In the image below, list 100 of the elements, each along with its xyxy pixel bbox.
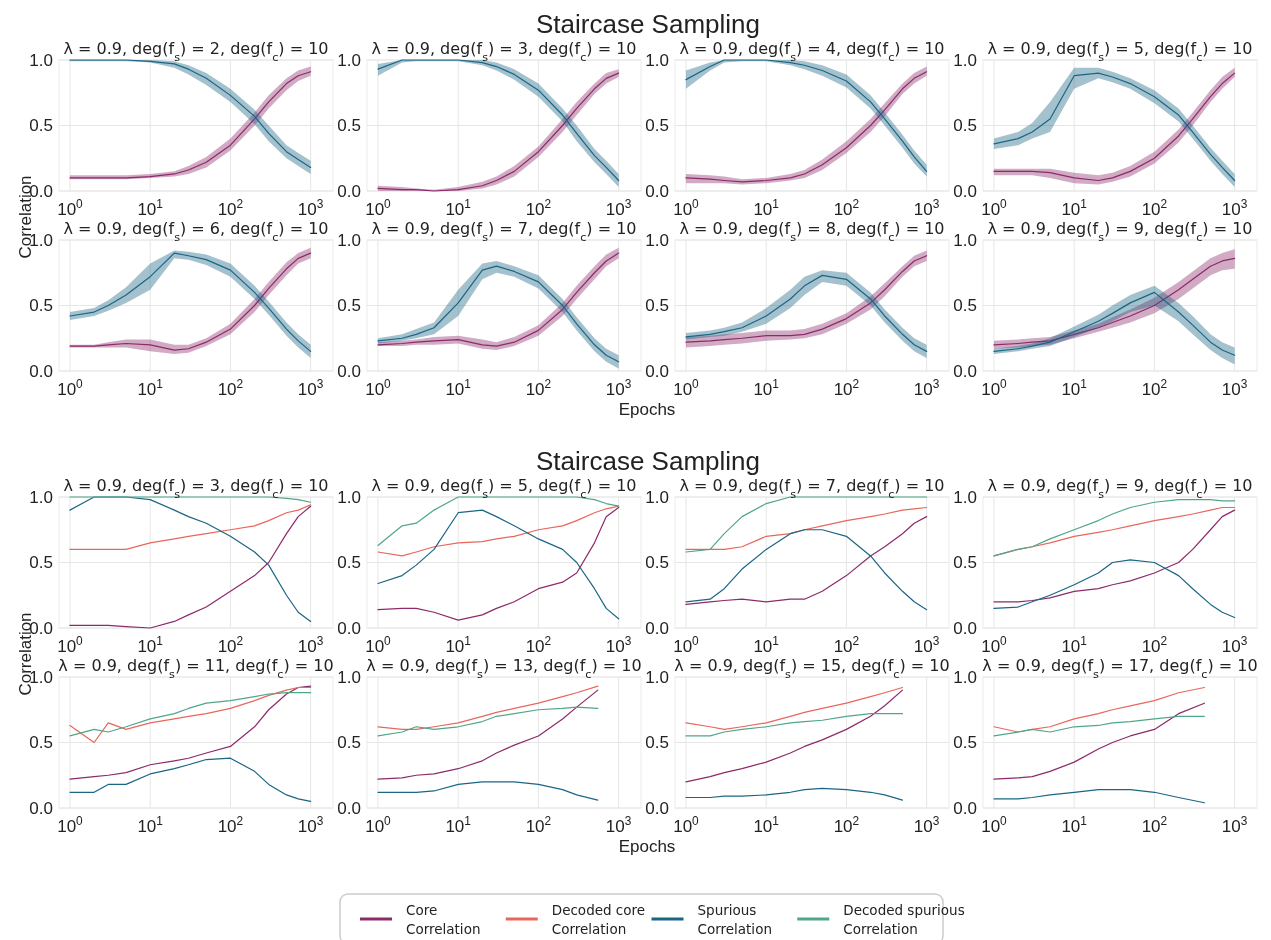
x-tick-label: 10$^{2}$ (1141, 377, 1168, 399)
y-tick-label: 0.0 (337, 181, 361, 201)
x-tick-label: 10$^{2}$ (525, 634, 552, 656)
x-tick-label: 10$^{3}$ (297, 197, 324, 219)
x-tick-label: 10$^{2}$ (217, 377, 244, 399)
x-tick-label: 10$^{0}$ (57, 814, 84, 836)
x-tick-label: 10$^{0}$ (673, 814, 700, 836)
y-tick-label: 0.5 (645, 553, 669, 573)
y-tick-label: 1.0 (645, 230, 669, 250)
x-tick-label: 10$^{1}$ (445, 197, 472, 219)
y-tick-label: 1.0 (337, 230, 361, 250)
y-tick-label: 0.0 (953, 181, 977, 201)
y-tick-label: 0.5 (953, 553, 977, 573)
chart-title: λ = 0.9, deg(f$_{s}$) = 9, deg(f$_{c}$) = 10 (987, 219, 1253, 244)
x-tick-label: 10$^{1}$ (137, 814, 164, 836)
y-tick-label: 1.0 (29, 50, 53, 70)
x-tick-label: 10$^{0}$ (365, 197, 392, 219)
x-tick-label: 10$^{2}$ (833, 197, 860, 219)
x-tick-label: 10$^{3}$ (1221, 377, 1248, 399)
x-tick-label: 10$^{3}$ (1221, 634, 1248, 656)
x-tick-label: 10$^{1}$ (753, 377, 780, 399)
x-tick-label: 10$^{1}$ (1061, 197, 1088, 219)
x-tick-label: 10$^{1}$ (445, 377, 472, 399)
y-tick-label: 0.0 (645, 181, 669, 201)
legend-label: Decoded spurious Correlation (843, 902, 965, 937)
y-tick-label: 0.5 (29, 553, 53, 573)
y-tick-label: 0.0 (29, 798, 53, 818)
x-tick-label: 10$^{0}$ (981, 634, 1008, 656)
y-tick-label: 0.5 (645, 116, 669, 136)
y-tick-label: 0.0 (645, 361, 669, 381)
text: Staircase Sampling (536, 9, 760, 39)
x-tick-label: 10$^{0}$ (981, 377, 1008, 399)
y-tick-label: 0.0 (337, 618, 361, 638)
x-tick-label: 10$^{0}$ (365, 634, 392, 656)
x-tick-label: 10$^{3}$ (605, 634, 632, 656)
x-tick-label: 10$^{3}$ (913, 377, 940, 399)
legend-label: Core Correlation (406, 902, 481, 937)
y-tick-label: 1.0 (337, 667, 361, 687)
x-tick-label: 10$^{1}$ (1061, 814, 1088, 836)
x-tick-label: 10$^{2}$ (217, 634, 244, 656)
y-tick-label: 0.0 (953, 361, 977, 381)
x-tick-label: 10$^{2}$ (217, 197, 244, 219)
x-tick-label: 10$^{2}$ (217, 814, 244, 836)
x-tick-label: 10$^{2}$ (525, 814, 552, 836)
y-tick-label: 0.5 (645, 296, 669, 316)
y-tick-label: 0.0 (337, 361, 361, 381)
y-tick-label: 1.0 (29, 487, 53, 507)
x-tick-label: 10$^{0}$ (57, 197, 84, 219)
x-tick-label: 10$^{1}$ (753, 634, 780, 656)
x-tick-label: 10$^{3}$ (297, 634, 324, 656)
legend-label: Decoded core Correlation (551, 902, 646, 937)
x-tick-label: 10$^{1}$ (137, 197, 164, 219)
x-tick-label: 10$^{3}$ (605, 814, 632, 836)
chart-title: λ = 0.9, deg(f$_{s}$) = 7, deg(f$_{c}$) = 10 (679, 476, 945, 501)
y-tick-label: 0.0 (953, 618, 977, 638)
x-axis-title: Epochs (618, 400, 676, 419)
x-tick-label: 10$^{0}$ (673, 377, 700, 399)
x-tick-label: 10$^{2}$ (1141, 634, 1168, 656)
y-tick-label: 0.5 (29, 116, 53, 136)
x-tick-label: 10$^{3}$ (297, 814, 324, 836)
y-tick-label: 1.0 (953, 487, 977, 507)
chart-title: λ = 0.9, deg(f$_{s}$) = 5, deg(f$_{c}$) = 10 (371, 476, 637, 501)
chart-title: λ = 0.9, deg(f$_{s}$) = 9, deg(f$_{c}$) = 10 (987, 476, 1253, 501)
x-tick-label: 10$^{2}$ (833, 634, 860, 656)
x-tick-label: 10$^{1}$ (445, 814, 472, 836)
x-tick-label: 10$^{0}$ (365, 377, 392, 399)
x-tick-label: 10$^{2}$ (525, 197, 552, 219)
x-tick-label: 10$^{1}$ (137, 377, 164, 399)
x-tick-label: 10$^{0}$ (57, 634, 84, 656)
y-tick-label: 0.0 (645, 798, 669, 818)
x-tick-label: 10$^{3}$ (605, 197, 632, 219)
y-tick-label: 1.0 (953, 230, 977, 250)
y-tick-label: 0.5 (645, 733, 669, 753)
y-tick-label: 0.5 (953, 296, 977, 316)
x-tick-label: 10$^{2}$ (833, 377, 860, 399)
x-tick-label: 10$^{0}$ (57, 377, 84, 399)
x-tick-label: 10$^{3}$ (297, 377, 324, 399)
y-tick-label: 0.5 (953, 733, 977, 753)
y-tick-label: 1.0 (645, 487, 669, 507)
chart-title: λ = 0.9, deg(f$_{s}$) = 4, deg(f$_{c}$) = 10 (679, 39, 945, 64)
y-tick-label: 1.0 (645, 50, 669, 70)
x-axis-title: Epochs (618, 837, 676, 856)
legend-label: Spurious Correlation (697, 902, 772, 937)
y-tick-label: 0.5 (337, 733, 361, 753)
y-tick-label: 0.0 (953, 798, 977, 818)
chart-title: λ = 0.9, deg(f$_{s}$) = 5, deg(f$_{c}$) = 10 (987, 39, 1253, 64)
y-tick-label: 0.0 (29, 361, 53, 381)
y-tick-label: 0.5 (337, 553, 361, 573)
x-tick-label: 10$^{0}$ (981, 197, 1008, 219)
x-tick-label: 10$^{0}$ (673, 634, 700, 656)
y-tick-label: 0.5 (337, 296, 361, 316)
chart-title: λ = 0.9, deg(f$_{s}$) = 8, deg(f$_{c}$) = 10 (679, 219, 945, 244)
x-tick-label: 10$^{3}$ (913, 634, 940, 656)
x-tick-label: 10$^{3}$ (913, 197, 940, 219)
chart-title: λ = 0.9, deg(f$_{s}$) = 11, deg(f$_{c}$) = 10 (58, 656, 334, 681)
chart-title: λ = 0.9, deg(f$_{s}$) = 3, deg(f$_{c}$) = 10 (371, 39, 637, 64)
x-tick-label: 10$^{2}$ (525, 377, 552, 399)
x-tick-label: 10$^{3}$ (1221, 814, 1248, 836)
x-tick-label: 10$^{3}$ (605, 377, 632, 399)
x-tick-label: 10$^{1}$ (753, 814, 780, 836)
